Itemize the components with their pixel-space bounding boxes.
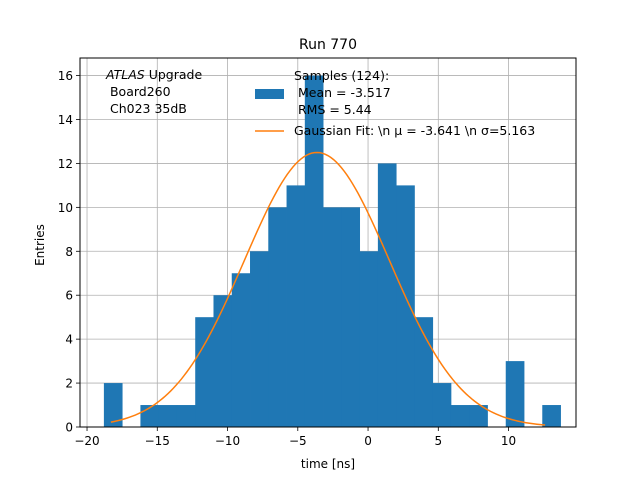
annotation-line-3: Ch023 35dB bbox=[106, 101, 187, 116]
y-axis-ticks: 0 2 4 6 8 10 12 14 16 bbox=[58, 69, 80, 435]
y-tick-label: 8 bbox=[65, 245, 73, 259]
histogram-bar bbox=[286, 185, 306, 427]
x-axis-ticks: −20 −15 −10 −5 0 5 10 bbox=[74, 427, 516, 448]
histogram-bars bbox=[103, 75, 561, 428]
x-tick-label: −15 bbox=[145, 434, 170, 448]
annotation-italic: ATLAS bbox=[105, 67, 145, 82]
x-tick-label: 10 bbox=[501, 434, 516, 448]
histogram-bar bbox=[268, 207, 287, 427]
x-tick-label: 5 bbox=[434, 434, 442, 448]
atlas-annotation: ATLAS Upgrade Board260 Ch023 35dB bbox=[105, 67, 202, 116]
histogram-bar bbox=[377, 163, 397, 427]
chart-title: Run 770 bbox=[299, 37, 357, 53]
histogram-bar bbox=[231, 273, 251, 427]
axes-frame bbox=[79, 57, 577, 428]
histogram-bar bbox=[341, 207, 361, 427]
y-tick-label: 6 bbox=[65, 289, 73, 303]
histogram-bar bbox=[414, 317, 434, 427]
legend-histogram-swatch bbox=[255, 89, 284, 99]
histogram-bar bbox=[542, 405, 561, 427]
gaussian-fit-line bbox=[110, 151, 546, 426]
histogram-bar bbox=[304, 75, 324, 428]
histogram-bar bbox=[195, 317, 214, 427]
histogram-bar bbox=[323, 207, 342, 427]
y-tick-label: 16 bbox=[58, 69, 73, 83]
annotation-line-2: Board260 bbox=[106, 84, 171, 99]
legend-histogram-line-1: Samples (124): bbox=[294, 68, 389, 83]
histogram-bar bbox=[176, 405, 196, 427]
y-axis-label: Entries bbox=[33, 224, 47, 266]
histogram-bar bbox=[450, 405, 470, 427]
histogram-bar bbox=[250, 251, 269, 427]
histogram-bar bbox=[469, 405, 488, 427]
histogram-bar bbox=[432, 383, 452, 427]
legend-histogram-line-3: RMS = 5.44 bbox=[294, 102, 372, 117]
x-tick-label: −20 bbox=[74, 434, 99, 448]
y-tick-label: 14 bbox=[58, 113, 73, 127]
histogram-bar bbox=[158, 405, 178, 427]
histogram-bar bbox=[396, 185, 415, 427]
legend-fit-label: Gaussian Fit: \n μ = -3.641 \n σ=5.163 bbox=[294, 123, 535, 138]
histogram-bar bbox=[505, 361, 525, 427]
annotation-line-1: ATLAS Upgrade bbox=[105, 67, 202, 82]
histogram-bar bbox=[359, 251, 379, 427]
annotation-text: Upgrade bbox=[145, 67, 203, 82]
x-tick-label: 0 bbox=[364, 434, 372, 448]
x-tick-label: −5 bbox=[289, 434, 307, 448]
y-tick-label: 10 bbox=[58, 201, 73, 215]
y-tick-label: 2 bbox=[65, 377, 73, 391]
y-tick-label: 4 bbox=[65, 333, 73, 347]
y-tick-label: 12 bbox=[58, 157, 73, 171]
plot-area: −20 −15 −10 −5 0 5 10 0 2 4 6 8 10 12 14 16 bbox=[58, 57, 577, 448]
histogram-bar bbox=[213, 295, 233, 427]
x-axis-label: time [ns] bbox=[301, 457, 355, 471]
x-tick-label: −10 bbox=[215, 434, 240, 448]
legend-histogram-line-2: Mean = -3.517 bbox=[294, 85, 391, 100]
legend: Samples (124): Mean = -3.517 RMS = 5.44 … bbox=[255, 68, 535, 138]
y-tick-label: 0 bbox=[65, 421, 73, 435]
histogram-bar bbox=[103, 383, 123, 427]
